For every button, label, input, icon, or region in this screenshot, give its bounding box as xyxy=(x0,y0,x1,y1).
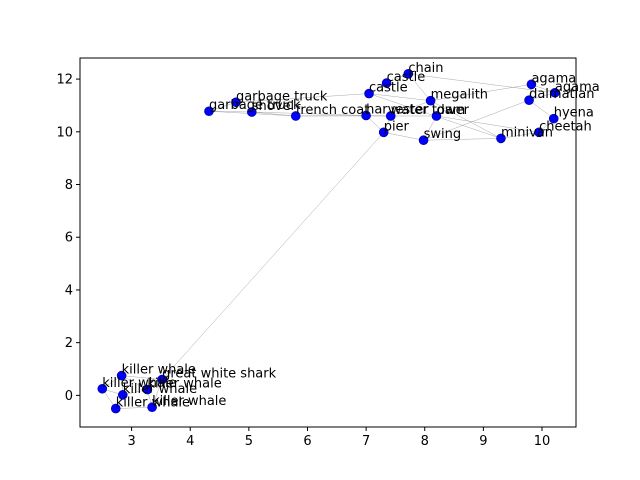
point-label: harvester xyxy=(366,102,429,117)
point-label: garbage truck xyxy=(236,89,328,104)
edge-line xyxy=(430,100,502,139)
point-label: french coat xyxy=(296,103,370,118)
edge-line xyxy=(528,99,554,119)
data-point xyxy=(147,402,157,413)
data-point xyxy=(204,106,214,117)
data-point xyxy=(231,97,241,108)
data-point xyxy=(385,111,396,121)
data-point xyxy=(117,390,128,400)
point-label: cheetah xyxy=(539,119,592,134)
x-tick-label: 4 xyxy=(186,434,194,449)
edge-line xyxy=(121,375,148,390)
point-label: minivan xyxy=(501,125,553,140)
point-label: castle xyxy=(387,70,426,85)
point-label: dam xyxy=(436,103,465,118)
point-label: killer whale xyxy=(116,396,190,411)
data-point xyxy=(142,384,153,395)
edge-line xyxy=(430,84,532,101)
y-tick-label: 0 xyxy=(65,389,73,404)
edge-line xyxy=(235,93,370,103)
data-point xyxy=(403,69,414,79)
x-tick-label: 5 xyxy=(245,434,253,449)
x-tick-label: 8 xyxy=(421,434,429,449)
plot-frame xyxy=(79,57,577,428)
edge-line xyxy=(408,73,431,101)
point-label: agama xyxy=(531,71,576,86)
edge-line xyxy=(383,132,424,141)
edge-line xyxy=(251,111,296,117)
edges-layer xyxy=(102,73,555,409)
x-axis-ticks: 3 4 5 6 7 8 9 10 xyxy=(127,427,550,449)
edge-line xyxy=(161,132,384,380)
point-label: swing xyxy=(424,127,462,142)
data-point xyxy=(364,88,374,99)
point-label: killer whale xyxy=(123,382,197,397)
edge-line xyxy=(436,115,540,133)
y-tick-label: 10 xyxy=(56,125,73,140)
data-point xyxy=(246,107,257,117)
data-point xyxy=(97,383,108,394)
point-label: killer whale xyxy=(147,377,221,392)
point-label: chain xyxy=(408,61,443,76)
edge-line xyxy=(390,100,431,117)
edge-line xyxy=(369,93,431,101)
edge-line xyxy=(423,99,530,141)
data-point xyxy=(290,111,301,121)
data-point xyxy=(550,87,560,98)
data-point xyxy=(381,78,392,88)
data-point xyxy=(157,374,167,385)
point-label: dalmatian xyxy=(529,87,594,102)
edge-line xyxy=(500,132,540,139)
data-point xyxy=(110,403,121,414)
data-point xyxy=(526,79,537,90)
data-point xyxy=(418,135,429,146)
data-point xyxy=(548,113,559,124)
point-label: hyena xyxy=(554,106,594,121)
point-label: killer whale xyxy=(122,363,196,378)
data-point xyxy=(116,370,127,381)
point-label: garbage truck xyxy=(209,98,301,113)
point-label: great white shark xyxy=(162,367,277,382)
data-point xyxy=(378,127,389,138)
y-tick-label: 12 xyxy=(56,73,73,88)
point-label: castle xyxy=(369,81,408,96)
y-tick-label: 4 xyxy=(65,283,73,298)
x-tick-label: 9 xyxy=(479,434,487,449)
edge-line xyxy=(423,138,501,141)
edge-line xyxy=(251,111,367,116)
edge-line xyxy=(121,375,163,380)
y-tick-label: 2 xyxy=(65,336,73,351)
y-axis-ticks: 0 2 4 6 8 10 12 xyxy=(56,73,80,404)
point-label: killer whale xyxy=(152,394,226,409)
point-label: pier xyxy=(384,119,410,134)
edge-line xyxy=(115,406,153,409)
x-tick-label: 3 xyxy=(127,434,135,449)
point-label: shovel xyxy=(252,99,294,114)
point-label: killer whale xyxy=(102,376,176,391)
y-tick-label: 8 xyxy=(65,178,73,193)
data-point xyxy=(431,111,442,121)
data-point xyxy=(496,133,506,144)
points-layer xyxy=(97,69,560,414)
data-point xyxy=(524,95,534,105)
x-tick-label: 7 xyxy=(362,434,370,449)
y-tick-label: 6 xyxy=(65,231,73,246)
x-tick-label: 6 xyxy=(303,434,311,449)
x-tick-label: 10 xyxy=(534,434,551,449)
data-point xyxy=(534,127,544,138)
point-label: megalith xyxy=(431,88,488,103)
edge-line xyxy=(208,110,252,113)
point-label: water tower xyxy=(391,103,470,118)
edge-line xyxy=(151,379,163,408)
data-point xyxy=(361,110,371,121)
point-label: agama xyxy=(555,80,600,95)
data-point xyxy=(425,95,436,106)
